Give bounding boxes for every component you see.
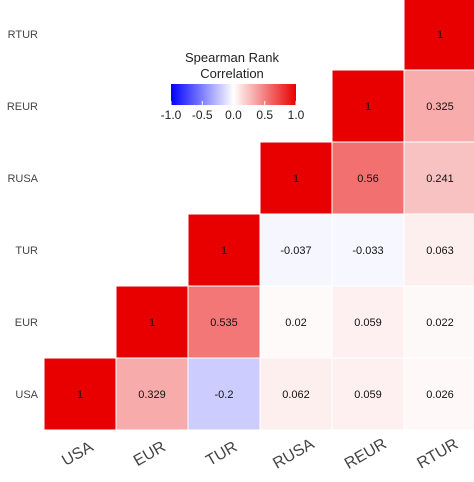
cell-label-reur-tur: -0.033 (352, 245, 383, 257)
legend-title: Spearman Rank Correlation (164, 50, 300, 82)
y-axis: USA EUR TUR RUSA REUR RTUR (7, 29, 39, 401)
legend-tick-label: -1.0 (161, 108, 182, 122)
cell-label-reur-reur: 1 (365, 101, 371, 113)
y-tick-label-eur: EUR (15, 317, 38, 329)
x-tick-label-rtur: RTUR (414, 436, 461, 473)
legend-title-line-2: Correlation (200, 66, 264, 81)
legend-title-line-1: Spearman Rank (185, 50, 279, 65)
x-tick-label-tur: TUR (203, 439, 240, 470)
heatmap-cell-tur-tur (187, 213, 261, 287)
heatmap-cell-reur-eur (331, 285, 405, 359)
cell-label-rusa-usa: 0.062 (282, 389, 310, 401)
x-tick-label-eur: EUR (131, 438, 169, 470)
heatmap-cell-rusa-usa (259, 357, 333, 431)
heatmap-cell-labels: 1 0.329 1 -0.2 0.535 1 0.062 0.02 -0.037 1 0.059 0.… (77, 29, 454, 401)
legend-tick-label: 1.0 (288, 108, 305, 122)
legend-tick-label: 0.5 (256, 108, 273, 122)
x-tick-label-usa: USA (59, 438, 96, 469)
heatmap-cell-rtur-eur (403, 285, 474, 359)
cell-label-rusa-rusa: 1 (293, 173, 299, 185)
heatmap-cell-rusa-tur (259, 213, 333, 287)
cell-label-rtur-rtur: 1 (437, 29, 443, 41)
heatmap-cells (43, 0, 474, 431)
cell-label-rtur-eur: 0.022 (426, 317, 454, 329)
x-tick-label-reur: REUR (342, 435, 390, 472)
heatmap-cell-reur-tur (331, 213, 405, 287)
cell-label-eur-eur: 1 (149, 317, 155, 329)
legend-tick-label: 0.0 (225, 108, 242, 122)
heatmap-cell-reur-rusa (331, 141, 405, 215)
x-tick-label-rusa: RUSA (270, 435, 317, 472)
cell-label-reur-eur: 0.059 (354, 317, 382, 329)
legend-tick-label: -0.5 (192, 108, 213, 122)
heatmap-cell-rtur-rtur (403, 0, 474, 71)
cell-label-tur-usa: -0.2 (215, 389, 234, 401)
heatmap-cell-reur-reur (331, 69, 405, 143)
legend-ticks: -1.0 -0.5 0.0 0.5 1.0 (161, 101, 305, 122)
heatmap-cell-rtur-tur (403, 213, 474, 287)
cell-label-tur-tur: 1 (221, 245, 227, 257)
heatmap-cell-rtur-rusa (403, 141, 474, 215)
cell-label-reur-usa: 0.059 (354, 389, 382, 401)
cell-label-rtur-tur: 0.063 (426, 245, 454, 257)
cell-label-reur-rusa: 0.56 (357, 173, 378, 185)
y-tick-label-rtur: RTUR (8, 29, 38, 41)
cell-label-usa-usa: 1 (77, 389, 83, 401)
heatmap-cell-eur-eur (115, 285, 189, 359)
heatmap-cell-rusa-eur (259, 285, 333, 359)
cell-label-rusa-tur: -0.037 (280, 245, 311, 257)
legend: -1.0 -0.5 0.0 0.5 1.0 (161, 84, 305, 122)
cell-label-rtur-reur: 0.325 (426, 101, 454, 113)
y-tick-label-usa: USA (15, 389, 38, 401)
cell-label-rtur-usa: 0.026 (426, 389, 454, 401)
x-axis: USA EUR TUR RUSA REUR RTUR (59, 435, 461, 472)
heatmap-cell-usa-usa (43, 357, 117, 431)
heatmap-cell-rtur-reur (403, 69, 474, 143)
cell-label-rtur-rusa: 0.241 (426, 173, 454, 185)
y-tick-label-reur: REUR (7, 101, 38, 113)
cell-label-tur-eur: 0.535 (210, 317, 238, 329)
legend-colorbar (171, 84, 296, 105)
y-tick-label-rusa: RUSA (7, 173, 38, 185)
y-tick-label-tur: TUR (15, 245, 38, 257)
heatmap-cell-rtur-usa (403, 357, 474, 431)
cell-label-rusa-eur: 0.02 (285, 317, 306, 329)
cell-label-eur-usa: 0.329 (138, 389, 166, 401)
